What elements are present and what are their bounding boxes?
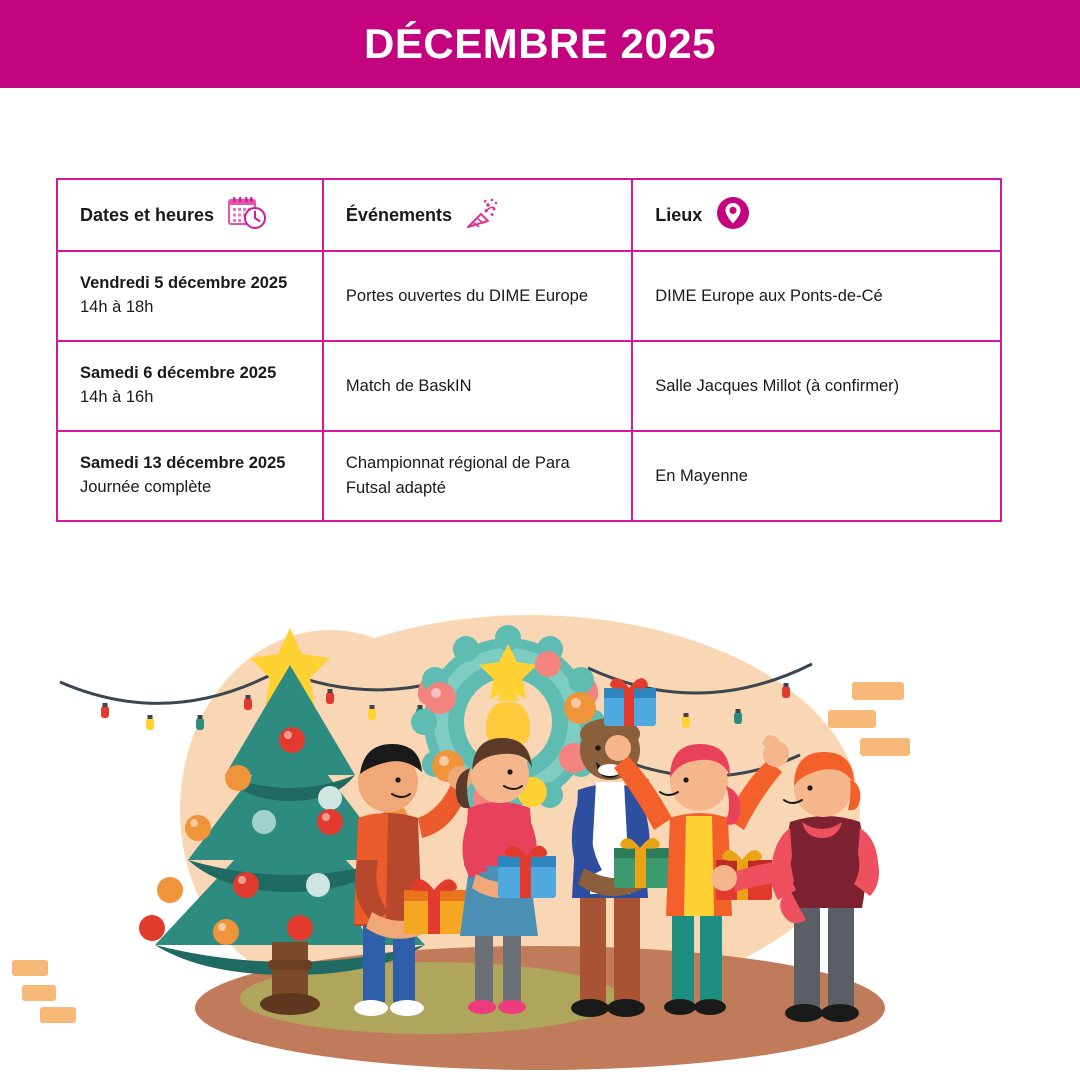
cell-date: Samedi 6 décembre 2025 14h à 16h — [56, 340, 324, 432]
cell-event-text: Championnat régional de Para Futsal adap… — [345, 454, 570, 497]
header-banner: DÉCEMBRE 2025 — [0, 0, 1080, 88]
column-header-places-label: Lieux — [655, 204, 703, 225]
cell-event: Championnat régional de Para Futsal adap… — [321, 430, 634, 522]
cell-date-main: Samedi 13 décembre 2025 — [80, 454, 286, 473]
cell-place: En Mayenne — [631, 430, 1002, 522]
table-header-row: Dates et heures — [56, 178, 1002, 252]
column-header-events-label: Événements — [345, 204, 452, 225]
christmas-wreath — [411, 625, 605, 819]
column-header-events: Événements — [321, 178, 634, 252]
events-table: Dates et heures — [56, 178, 1002, 522]
cell-date: Samedi 13 décembre 2025 Journée complète — [56, 430, 324, 522]
brick-accents-left — [12, 960, 76, 1023]
table-body: Vendredi 5 décembre 2025 14h à 18h Porte… — [56, 250, 1002, 522]
cell-date-time: 14h à 16h — [80, 388, 154, 406]
brick-accents-right — [828, 682, 910, 756]
cell-place-text: Salle Jacques Millot (à confirmer) — [655, 376, 900, 395]
cell-event: Match de BaskIN — [321, 340, 634, 432]
wreath-ornaments — [424, 651, 596, 813]
table-header: Dates et heures — [56, 178, 1002, 252]
column-header-dates-label: Dates et heures — [80, 204, 215, 225]
cell-place-text: DIME Europe aux Ponts-de-Cé — [655, 286, 883, 305]
person-dark-vest — [711, 752, 879, 1022]
gift-green — [614, 838, 670, 888]
calendar-clock-icon — [228, 196, 268, 235]
location-pin-icon — [716, 196, 750, 235]
gift-orange — [404, 879, 466, 934]
cell-date-main: Samedi 6 décembre 2025 — [80, 364, 277, 383]
person-orange-shirt — [354, 744, 472, 1016]
column-header-places: Lieux — [631, 178, 1002, 252]
person-pink-top — [455, 738, 556, 1014]
cell-date-main: Vendredi 5 décembre 2025 — [80, 274, 288, 293]
cell-date-time: 14h à 18h — [80, 298, 154, 316]
cell-event: Portes ouvertes du DIME Europe — [321, 250, 634, 342]
gift-blue-raised — [604, 678, 656, 726]
cell-place: Salle Jacques Millot (à confirmer) — [631, 340, 1002, 432]
christmas-party-illustration — [0, 560, 1080, 1080]
party-popper-icon — [466, 196, 500, 235]
person-orange-jacket — [604, 678, 789, 1015]
cell-place-text: En Mayenne — [655, 466, 748, 485]
page-title: DÉCEMBRE 2025 — [364, 20, 716, 67]
column-header-dates: Dates et heures — [56, 178, 324, 252]
table-row: Samedi 13 décembre 2025 Journée complète… — [56, 430, 1002, 522]
wreath-star — [479, 644, 537, 699]
table-row: Samedi 6 décembre 2025 14h à 16h Match d… — [56, 340, 1002, 432]
cell-event-text: Match de BaskIN — [345, 376, 472, 395]
cell-event-text: Portes ouvertes du DIME Europe — [345, 286, 589, 305]
cell-date-time: Journée complète — [80, 478, 212, 496]
cell-place: DIME Europe aux Ponts-de-Cé — [631, 250, 1002, 342]
gift-blue — [498, 845, 556, 898]
cell-date: Vendredi 5 décembre 2025 14h à 18h — [56, 250, 324, 342]
table-row: Vendredi 5 décembre 2025 14h à 18h Porte… — [56, 250, 1002, 342]
